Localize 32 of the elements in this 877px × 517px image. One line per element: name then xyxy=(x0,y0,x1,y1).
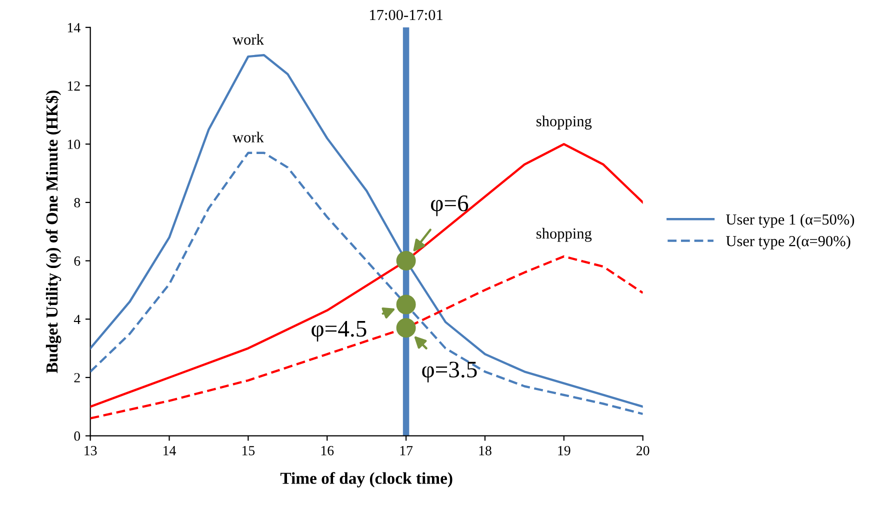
x-tick-label: 19 xyxy=(558,446,570,456)
x-tick-label: 15 xyxy=(242,446,255,456)
x-axis-title: Time of day (clock time) xyxy=(280,472,452,488)
point xyxy=(396,294,416,314)
x-tick-label: 17 xyxy=(400,446,413,456)
y-tick-label: 8 xyxy=(74,198,80,208)
annotation: shopping xyxy=(536,228,592,242)
y-tick-label: 4 xyxy=(74,314,80,324)
annotation: φ=4.5 xyxy=(312,320,366,342)
point xyxy=(396,318,416,338)
annotation: shopping xyxy=(536,116,592,130)
x-tick-label: 20 xyxy=(636,446,650,456)
y-tick-label: 10 xyxy=(68,140,80,150)
x-tick-label: 14 xyxy=(164,446,176,456)
annotation: φ=6 xyxy=(431,195,468,216)
y-tick-label: 6 xyxy=(74,256,80,266)
annotation: work xyxy=(232,34,264,45)
y-tick-label: 14 xyxy=(68,23,80,32)
annotation: work xyxy=(232,132,264,142)
legend-label: User type 2(α=90%) xyxy=(726,236,850,250)
x-tick-label: 13 xyxy=(84,446,97,456)
y-tick-label: 2 xyxy=(74,373,80,382)
y-axis-title: Budget Utility (φ) of One Minute (HK$) xyxy=(45,90,62,374)
annotation: φ=3.5 xyxy=(422,362,477,382)
x-tick-label: 18 xyxy=(479,446,492,456)
ref-line-label: 17:00-17:01 xyxy=(370,10,442,20)
x-tick-label: 16 xyxy=(321,446,334,456)
legend-label: User type 1 (α=50%) xyxy=(726,214,854,228)
y-tick-label: 0 xyxy=(74,431,80,441)
line-series xyxy=(90,255,643,420)
point xyxy=(396,251,416,271)
y-tick-label: 12 xyxy=(68,81,80,91)
